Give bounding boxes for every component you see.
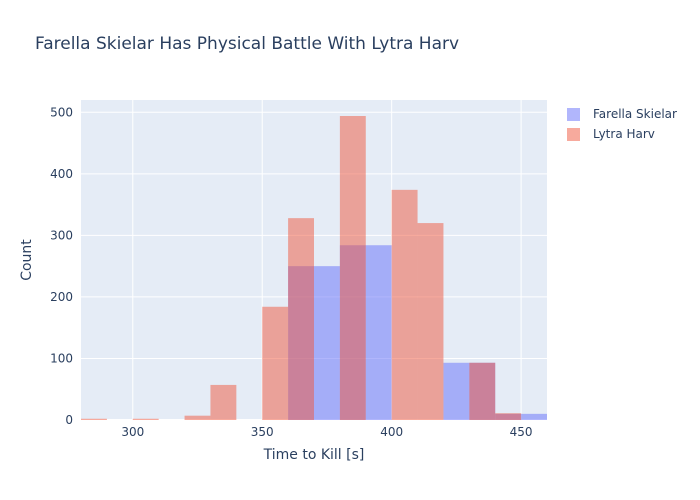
x-tick-label: 350 — [251, 425, 274, 439]
histogram-bar-series-2 — [339, 116, 366, 420]
legend-item[interactable]: Lytra Harv — [567, 124, 677, 144]
y-tick-label: 100 — [50, 351, 73, 365]
y-tick-label: 400 — [50, 167, 73, 181]
chart-title: Farella Skielar Has Physical Battle With… — [35, 34, 460, 54]
x-tick-label: 400 — [380, 425, 403, 439]
legend-swatch — [567, 107, 580, 121]
x-tick-label: 300 — [121, 425, 144, 439]
histogram-bar-series-2 — [391, 189, 418, 420]
legend-label: Farella Skielar — [593, 107, 677, 121]
legend-label: Lytra Harv — [593, 127, 655, 141]
histogram-bar-series-2 — [81, 418, 107, 420]
legend: Farella Skielar Lytra Harv — [567, 104, 677, 144]
legend-swatch — [567, 127, 580, 141]
y-tick-label: 200 — [50, 290, 73, 304]
histogram-bar-series-2 — [417, 223, 444, 420]
histogram-bar-series-2 — [132, 418, 159, 420]
x-axis-label: Time to Kill [s] — [263, 447, 365, 463]
histogram-bar-series-2 — [469, 362, 496, 420]
histogram-bar-series-2 — [210, 384, 237, 420]
histogram-bar-series-1 — [365, 245, 392, 420]
legend-item[interactable]: Farella Skielar — [567, 104, 677, 124]
histogram-bar-series-2 — [495, 413, 522, 420]
histogram-bar-series-2 — [184, 415, 211, 420]
histogram-bar-series-1 — [314, 266, 340, 420]
x-tick-label: 450 — [510, 425, 533, 439]
histogram-bar-series-1 — [443, 362, 470, 420]
y-tick-label: 0 — [65, 413, 73, 427]
y-tick-label: 300 — [50, 228, 73, 242]
y-tick-label: 500 — [50, 105, 73, 119]
y-axis-label: Count — [19, 239, 35, 281]
histogram-bar-series-1 — [521, 413, 547, 420]
histogram-bar-series-2 — [262, 306, 289, 420]
histogram-bar-series-2 — [288, 218, 314, 420]
